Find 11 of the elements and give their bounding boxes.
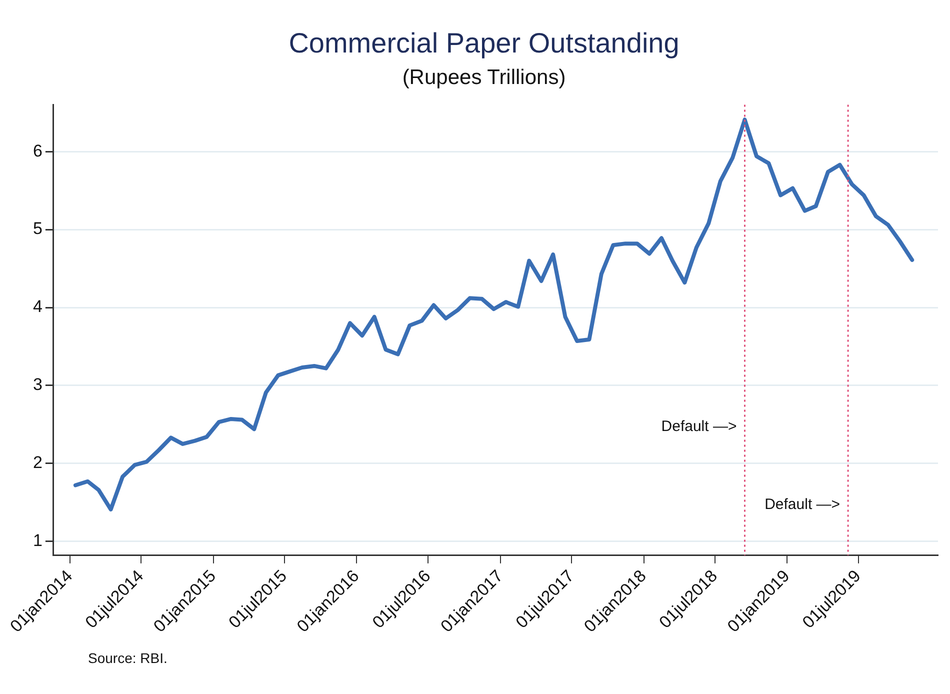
chart-title: Commercial Paper Outstanding: [288, 28, 680, 59]
chart-subtitle: (Rupees Trillions): [402, 66, 566, 89]
y-tick-label: 6: [32, 141, 42, 160]
source-note: Source: RBI.: [88, 650, 168, 666]
annotation: Default —>: [661, 418, 737, 435]
y-tick-label: 2: [32, 453, 42, 472]
y-tick-label: 3: [32, 375, 42, 394]
y-tick-label: 1: [32, 531, 42, 550]
annotation: Default —>: [764, 496, 840, 513]
y-tick-label: 5: [32, 219, 42, 238]
y-tick-label: 4: [32, 297, 42, 316]
